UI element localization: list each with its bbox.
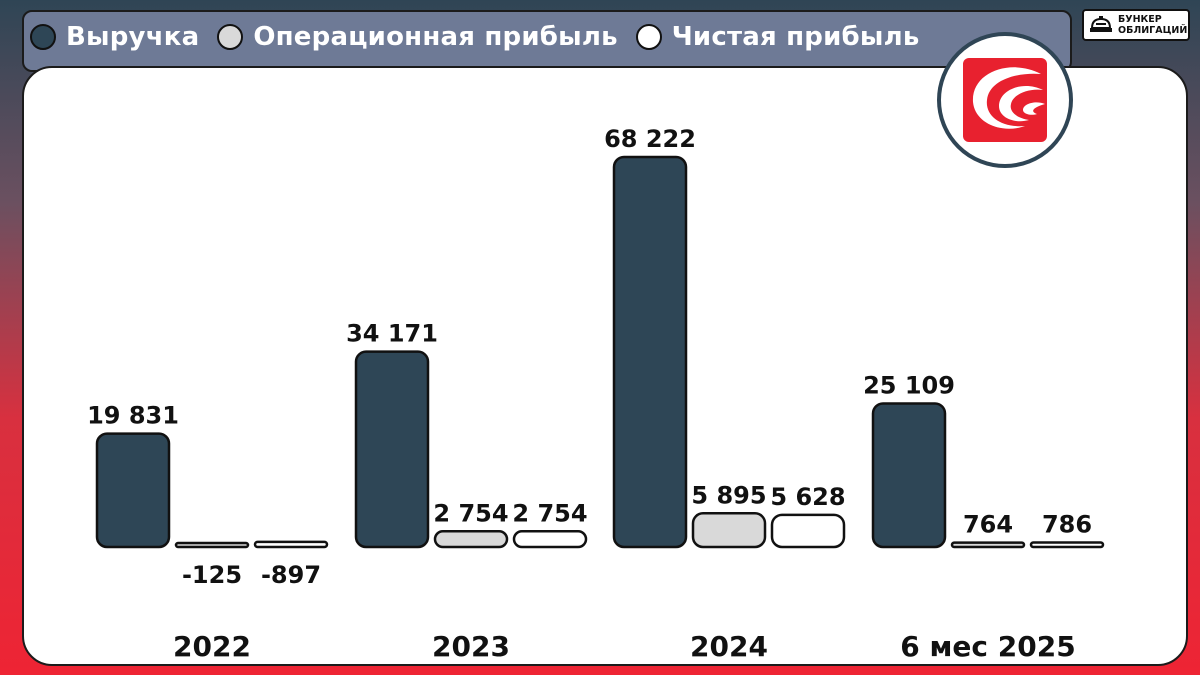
category-label-2: 2024 — [690, 630, 768, 663]
value-label-net-profit-1: 2 754 — [512, 499, 587, 527]
bar-net-profit-2 — [770, 513, 846, 549]
value-label-net-profit-2: 5 628 — [770, 483, 845, 511]
value-label-revenue-0: 19 831 — [87, 402, 179, 430]
bar-net-profit-0 — [253, 540, 329, 549]
bar-operating-profit-0 — [174, 541, 250, 549]
legend-item-revenue: Выручка — [30, 22, 199, 52]
company-logo — [937, 32, 1073, 168]
bar-net-profit-1 — [512, 530, 588, 549]
category-label-3: 6 мес 2025 — [900, 630, 1075, 663]
bar-revenue-2 — [612, 155, 688, 549]
bar-revenue-1 — [354, 350, 430, 549]
bar-operating-profit-1 — [433, 530, 509, 549]
company-logo-icon — [963, 58, 1047, 142]
value-label-net-profit-0: -897 — [261, 561, 321, 589]
value-label-operating-profit-0: -125 — [182, 561, 242, 589]
value-label-operating-profit-1: 2 754 — [433, 499, 508, 527]
legend-label-revenue: Выручка — [66, 22, 200, 52]
bar-revenue-3 — [871, 402, 947, 549]
legend-item-net-profit: Чистая прибыль — [635, 22, 920, 52]
value-label-operating-profit-3: 764 — [963, 511, 1013, 539]
legend: Выручка Операционная прибыль Чистая приб… — [30, 22, 937, 52]
brand-badge: БУНКЕР ОБЛИГАЦИЙ — [1082, 9, 1190, 41]
value-label-operating-profit-2: 5 895 — [691, 481, 766, 509]
value-label-revenue-2: 68 222 — [604, 125, 696, 153]
brand-text-line1: БУНКЕР — [1118, 14, 1162, 25]
legend-item-operating-profit: Операционная прибыль — [217, 22, 618, 52]
value-label-net-profit-3: 786 — [1042, 511, 1092, 539]
value-label-revenue-1: 34 171 — [346, 320, 438, 348]
category-label-1: 2023 — [432, 630, 510, 663]
legend-label-net-profit: Чистая прибыль — [671, 22, 920, 52]
value-label-revenue-3: 25 109 — [863, 371, 955, 399]
bar-operating-profit-3 — [950, 541, 1026, 549]
bar-net-profit-3 — [1029, 541, 1105, 549]
legend-swatch-net-profit — [635, 24, 662, 50]
bar-operating-profit-2 — [691, 512, 767, 549]
legend-label-operating-profit: Операционная прибыль — [253, 22, 618, 52]
bunker-icon — [1090, 16, 1112, 32]
legend-swatch-revenue — [30, 24, 56, 50]
legend-swatch-operating-profit — [217, 24, 244, 50]
brand-text-line2: ОБЛИГАЦИЙ — [1118, 25, 1188, 36]
bar-revenue-0 — [95, 432, 171, 549]
category-label-0: 2022 — [173, 630, 251, 663]
